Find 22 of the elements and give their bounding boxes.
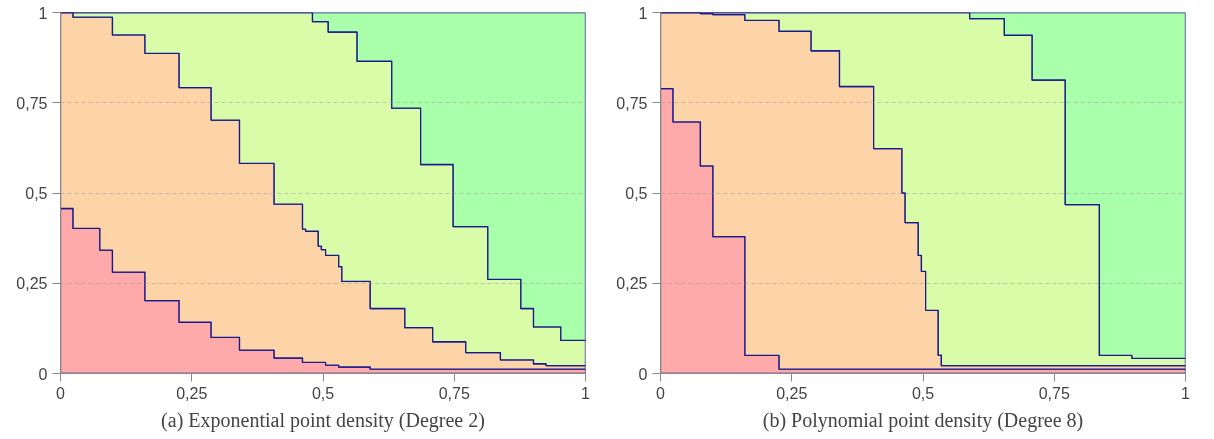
y-tick-label: 1 — [638, 4, 648, 22]
y-tick-label: 0,25 — [616, 275, 648, 293]
x-tick-label: 0 — [656, 384, 666, 402]
y-tick-label: 0 — [38, 365, 48, 383]
x-tick-label: 0,25 — [776, 384, 808, 402]
text: (a) Exponential point density (Degree 2) — [161, 408, 485, 432]
text: (b) Polynomial point density (Degree 8) — [762, 408, 1084, 432]
x-tick-label: 0,75 — [438, 384, 470, 402]
y-tick-label: 0,5 — [625, 185, 648, 202]
x-tick-label: 0 — [56, 384, 66, 402]
y-tick-label: 0,75 — [16, 94, 48, 112]
y-tick-label: 0,5 — [25, 185, 48, 202]
x-tick-label: 0,75 — [1038, 384, 1070, 402]
x-tick-label: 1 — [1181, 384, 1191, 402]
x-tick-label: 1 — [581, 384, 591, 402]
y-tick-label: 0,75 — [616, 94, 648, 112]
y-tick-label: 1 — [38, 4, 48, 22]
x-tick-label: 0,5 — [911, 384, 935, 402]
y-tick-label: 0,25 — [16, 275, 48, 293]
y-tick-label: 0 — [638, 365, 648, 383]
x-tick-label: 0,5 — [311, 384, 335, 402]
x-tick-label: 0,25 — [176, 384, 208, 402]
